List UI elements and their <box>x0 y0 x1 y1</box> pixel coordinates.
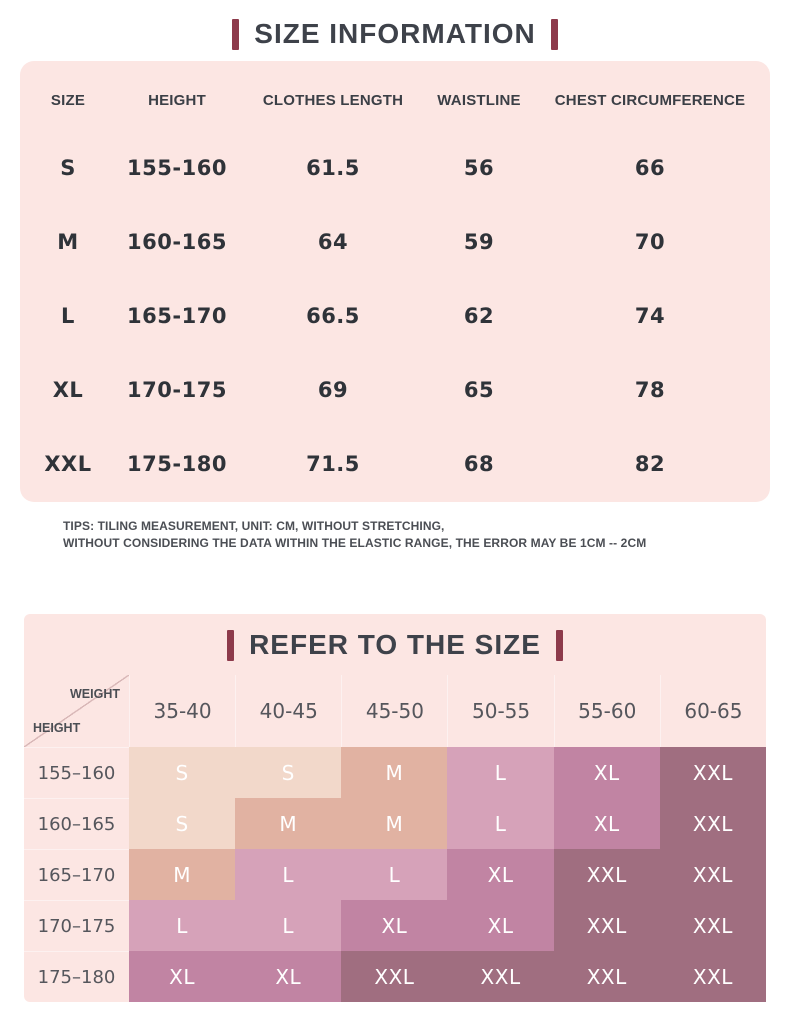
height-value: 175-180 <box>127 452 227 476</box>
height-range-header: 175–180 <box>24 951 129 1002</box>
size-cell: S <box>129 747 236 798</box>
refer-to-size-panel: REFER TO THE SIZE WEIGHT HEIGHT 35-40 40… <box>24 614 766 1002</box>
size-cell: XL <box>447 849 554 900</box>
size-cell: XXL <box>553 951 660 1002</box>
size-matrix-table: WEIGHT HEIGHT 35-40 40-45 45-50 50-55 55… <box>24 675 766 1002</box>
weight-range-header: 45-50 <box>341 675 447 747</box>
chest-value: 70 <box>634 230 666 254</box>
column-header-size: SIZE <box>50 91 86 109</box>
size-label: XXL <box>44 452 92 476</box>
size-cell: XL <box>341 900 448 951</box>
accent-bar-icon <box>555 629 563 661</box>
size-cell: XL <box>129 951 236 1002</box>
size-cell: L <box>235 900 342 951</box>
size-cell: S <box>235 747 342 798</box>
size-cell: XXL <box>553 849 660 900</box>
size-label: S <box>60 156 76 180</box>
column-header-height: HEIGHT <box>148 91 206 109</box>
size-cell: XXL <box>659 951 766 1002</box>
column-header-clothes-length: CLOTHES LENGTH <box>262 91 404 109</box>
size-cell: XL <box>553 747 660 798</box>
size-cell: M <box>235 798 342 849</box>
height-range-header: 160–165 <box>24 798 129 849</box>
waistline-value: 56 <box>463 156 495 180</box>
size-cell: XXL <box>553 900 660 951</box>
size-cell: L <box>341 849 448 900</box>
size-cell: L <box>235 849 342 900</box>
size-cell: L <box>129 900 236 951</box>
clothes-length-value: 71.5 <box>306 452 360 476</box>
height-axis-label: HEIGHT <box>33 721 81 735</box>
chest-value: 82 <box>634 452 666 476</box>
size-cell: S <box>129 798 236 849</box>
size-cell: XXL <box>659 798 766 849</box>
size-information-header: SIZE INFORMATION <box>0 0 790 51</box>
refer-to-size-header: REFER TO THE SIZE <box>24 628 766 662</box>
waistline-value: 59 <box>463 230 495 254</box>
size-label: XL <box>52 378 84 402</box>
axis-corner-cell: WEIGHT HEIGHT <box>24 675 129 747</box>
size-information-table: SIZE HEIGHT CLOTHES LENGTH WAISTLINE CHE… <box>20 69 770 501</box>
waistline-value: 65 <box>463 378 495 402</box>
weight-range-header: 35-40 <box>129 675 235 747</box>
size-information-title: SIZE INFORMATION <box>254 18 536 49</box>
size-cell: L <box>447 747 554 798</box>
waistline-value: 62 <box>463 304 495 328</box>
weight-range-header: 60-65 <box>659 675 766 747</box>
clothes-length-value: 64 <box>317 230 349 254</box>
column-header-chest-circumference: CHEST CIRCUMFERENCE <box>554 91 746 109</box>
size-cell: XXL <box>659 747 766 798</box>
accent-bar-icon <box>550 18 558 50</box>
height-value: 155-160 <box>127 156 227 180</box>
clothes-length-value: 66.5 <box>306 304 360 328</box>
accent-bar-icon <box>232 18 240 50</box>
refer-to-size-title: REFER TO THE SIZE <box>249 629 541 660</box>
size-label: L <box>61 304 75 328</box>
clothes-length-value: 69 <box>317 378 349 402</box>
size-cell: XXL <box>341 951 448 1002</box>
size-cell: XL <box>235 951 342 1002</box>
chest-value: 66 <box>634 156 666 180</box>
size-cell: M <box>341 747 448 798</box>
size-cell: L <box>447 798 554 849</box>
height-value: 160-165 <box>127 230 227 254</box>
size-cell: XXL <box>659 849 766 900</box>
chest-value: 78 <box>634 378 666 402</box>
weight-range-header: 55-60 <box>553 675 660 747</box>
chest-value: 74 <box>634 304 666 328</box>
weight-range-header: 40-45 <box>235 675 341 747</box>
height-range-header: 170–175 <box>24 900 129 951</box>
size-cell: M <box>341 798 448 849</box>
tips-line-2: WITHOUT CONSIDERING THE DATA WITHIN THE … <box>63 536 647 550</box>
size-cell: XL <box>553 798 660 849</box>
size-cell: XXL <box>659 900 766 951</box>
size-cell: XL <box>447 900 554 951</box>
height-value: 165-170 <box>127 304 227 328</box>
height-value: 170-175 <box>127 378 227 402</box>
height-range-header: 155–160 <box>24 747 129 798</box>
size-information-panel: SIZE HEIGHT CLOTHES LENGTH WAISTLINE CHE… <box>20 61 770 502</box>
height-range-header: 165–170 <box>24 849 129 900</box>
size-cell: M <box>129 849 236 900</box>
weight-axis-label: WEIGHT <box>70 687 120 701</box>
tips-line-1: TIPS: TILING MEASUREMENT, UNIT: CM, WITH… <box>63 519 445 533</box>
weight-range-header: 50-55 <box>447 675 553 747</box>
size-cell: XXL <box>447 951 554 1002</box>
measurement-tips: TIPS: TILING MEASUREMENT, UNIT: CM, WITH… <box>63 518 790 552</box>
clothes-length-value: 61.5 <box>306 156 360 180</box>
size-label: M <box>57 230 79 254</box>
accent-bar-icon <box>227 629 235 661</box>
column-header-waistline: WAISTLINE <box>437 91 521 109</box>
waistline-value: 68 <box>463 452 495 476</box>
